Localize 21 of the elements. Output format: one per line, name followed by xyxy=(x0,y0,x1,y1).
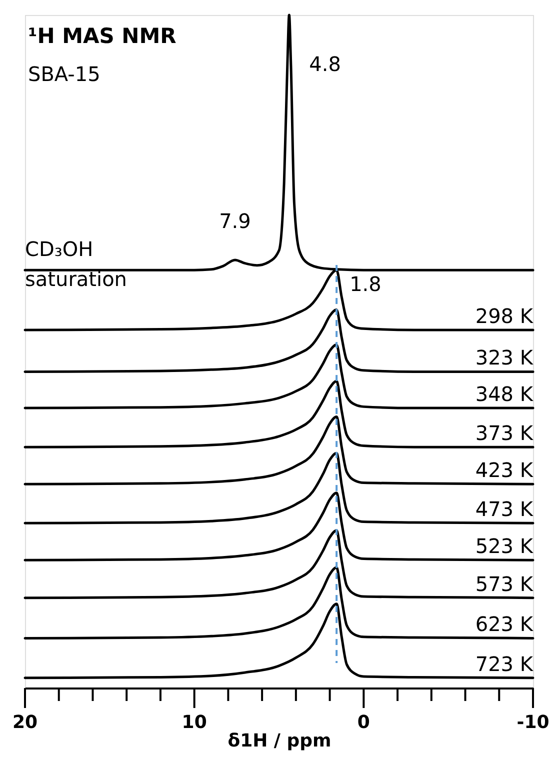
series-label: 423 K xyxy=(475,458,534,482)
text: SBA-15 xyxy=(28,62,100,86)
series-label: 523 K xyxy=(475,534,534,558)
x-tick-label: 0 xyxy=(357,712,370,733)
chart-title: ¹H MAS NMR xyxy=(28,24,176,48)
series-label: 323 K xyxy=(475,346,534,370)
series-label: 473 K xyxy=(475,497,534,522)
series-label: 573 K xyxy=(475,572,534,596)
x-axis-title: δ1H / ppm xyxy=(228,730,332,752)
series-label: 298 K xyxy=(475,304,534,328)
annotation: 7.9 xyxy=(219,208,251,233)
x-tick-label: 10 xyxy=(182,712,207,733)
series-label: 723 K xyxy=(475,652,534,676)
series-label: 623 K xyxy=(475,612,534,636)
x-tick-label: 20 xyxy=(12,712,38,733)
series-label: 348 K xyxy=(475,382,534,406)
x-tick-label: -10 xyxy=(516,712,550,733)
series-label: CD₃OH saturation xyxy=(25,237,127,292)
annotation: 1.8 xyxy=(350,272,382,296)
annotation: 4.8 xyxy=(309,52,341,76)
series-label: 373 K xyxy=(475,421,534,446)
